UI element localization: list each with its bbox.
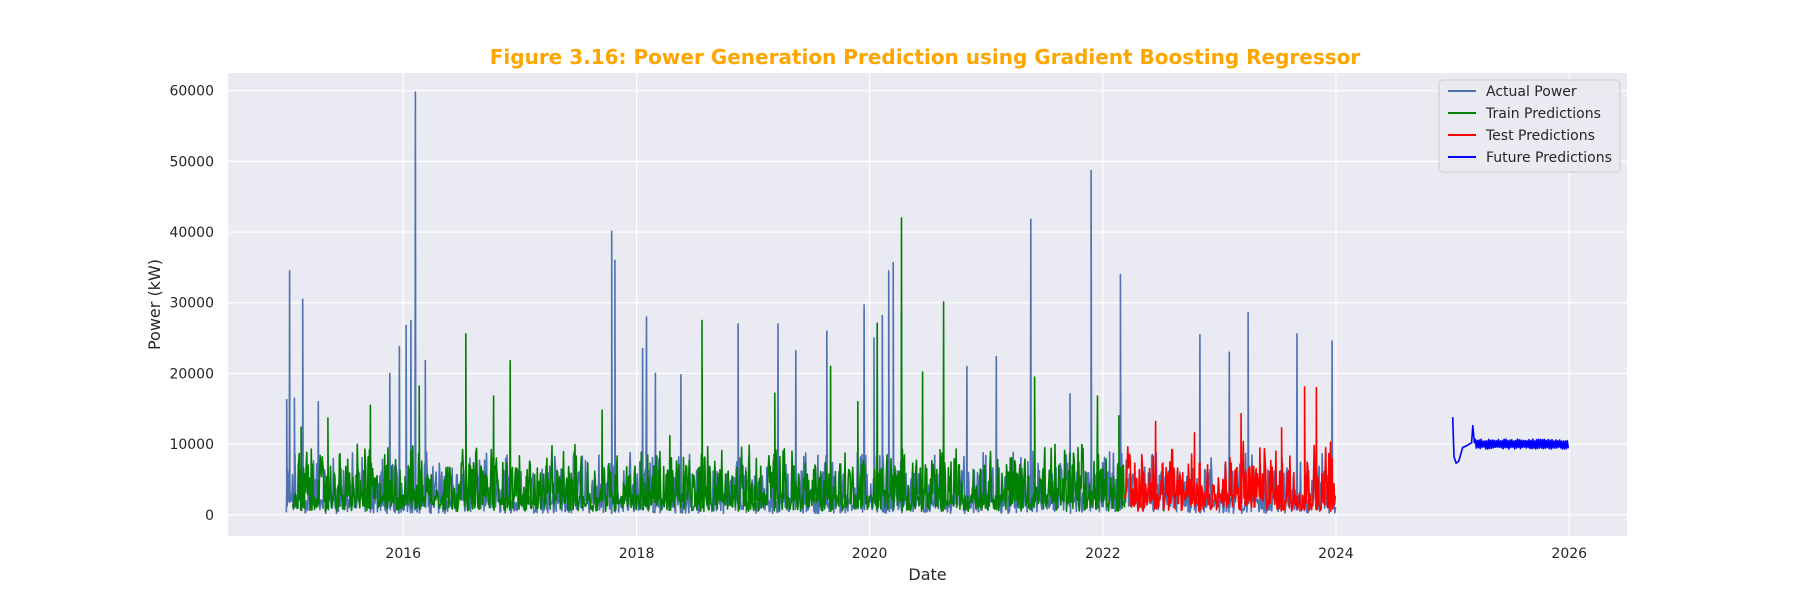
y-ticks: 0 10000 20000 30000 40000 50000 60000 <box>169 84 214 524</box>
series-line-future-predictions <box>1451 417 1570 464</box>
legend-label-actual-power: Actual Power <box>1486 84 1577 100</box>
legend: Actual Power Train Predictions Test Predic… <box>1438 79 1621 173</box>
y-tick-label: 30000 <box>169 296 214 312</box>
x-tick-label: 2020 <box>852 546 888 562</box>
x-tick-label: 2026 <box>1551 546 1587 562</box>
y-tick-label: 0 <box>205 508 214 524</box>
x-tick-label: 2024 <box>1318 546 1354 562</box>
x-tick-label: 2022 <box>1085 546 1121 562</box>
x-ticks: 2016 2018 2020 2022 2024 2026 <box>385 546 1587 562</box>
x-tick-label: 2016 <box>385 546 421 562</box>
x-tick-label: 2018 <box>619 546 655 562</box>
y-tick-label: 60000 <box>169 84 214 100</box>
y-tick-label: 40000 <box>169 225 214 241</box>
y-tick-label: 20000 <box>169 366 214 382</box>
plot-area <box>228 73 1627 536</box>
legend-label-test-predictions: Test Predictions <box>1485 128 1595 144</box>
y-axis-label: Power (kW) <box>145 259 164 350</box>
chart-title: Figure 3.16: Power Generation Prediction… <box>490 45 1361 69</box>
legend-label-future-predictions: Future Predictions <box>1486 150 1612 166</box>
x-axis-label: Date <box>908 565 946 584</box>
y-tick-label: 50000 <box>169 154 214 170</box>
series-line-train-predictions <box>292 217 1126 512</box>
legend-label-train-predictions: Train Predictions <box>1485 106 1601 122</box>
series-layer <box>285 91 1570 515</box>
series-line-test-predictions <box>1123 386 1337 512</box>
legend-box <box>1438 79 1621 173</box>
y-tick-label: 10000 <box>169 437 214 453</box>
